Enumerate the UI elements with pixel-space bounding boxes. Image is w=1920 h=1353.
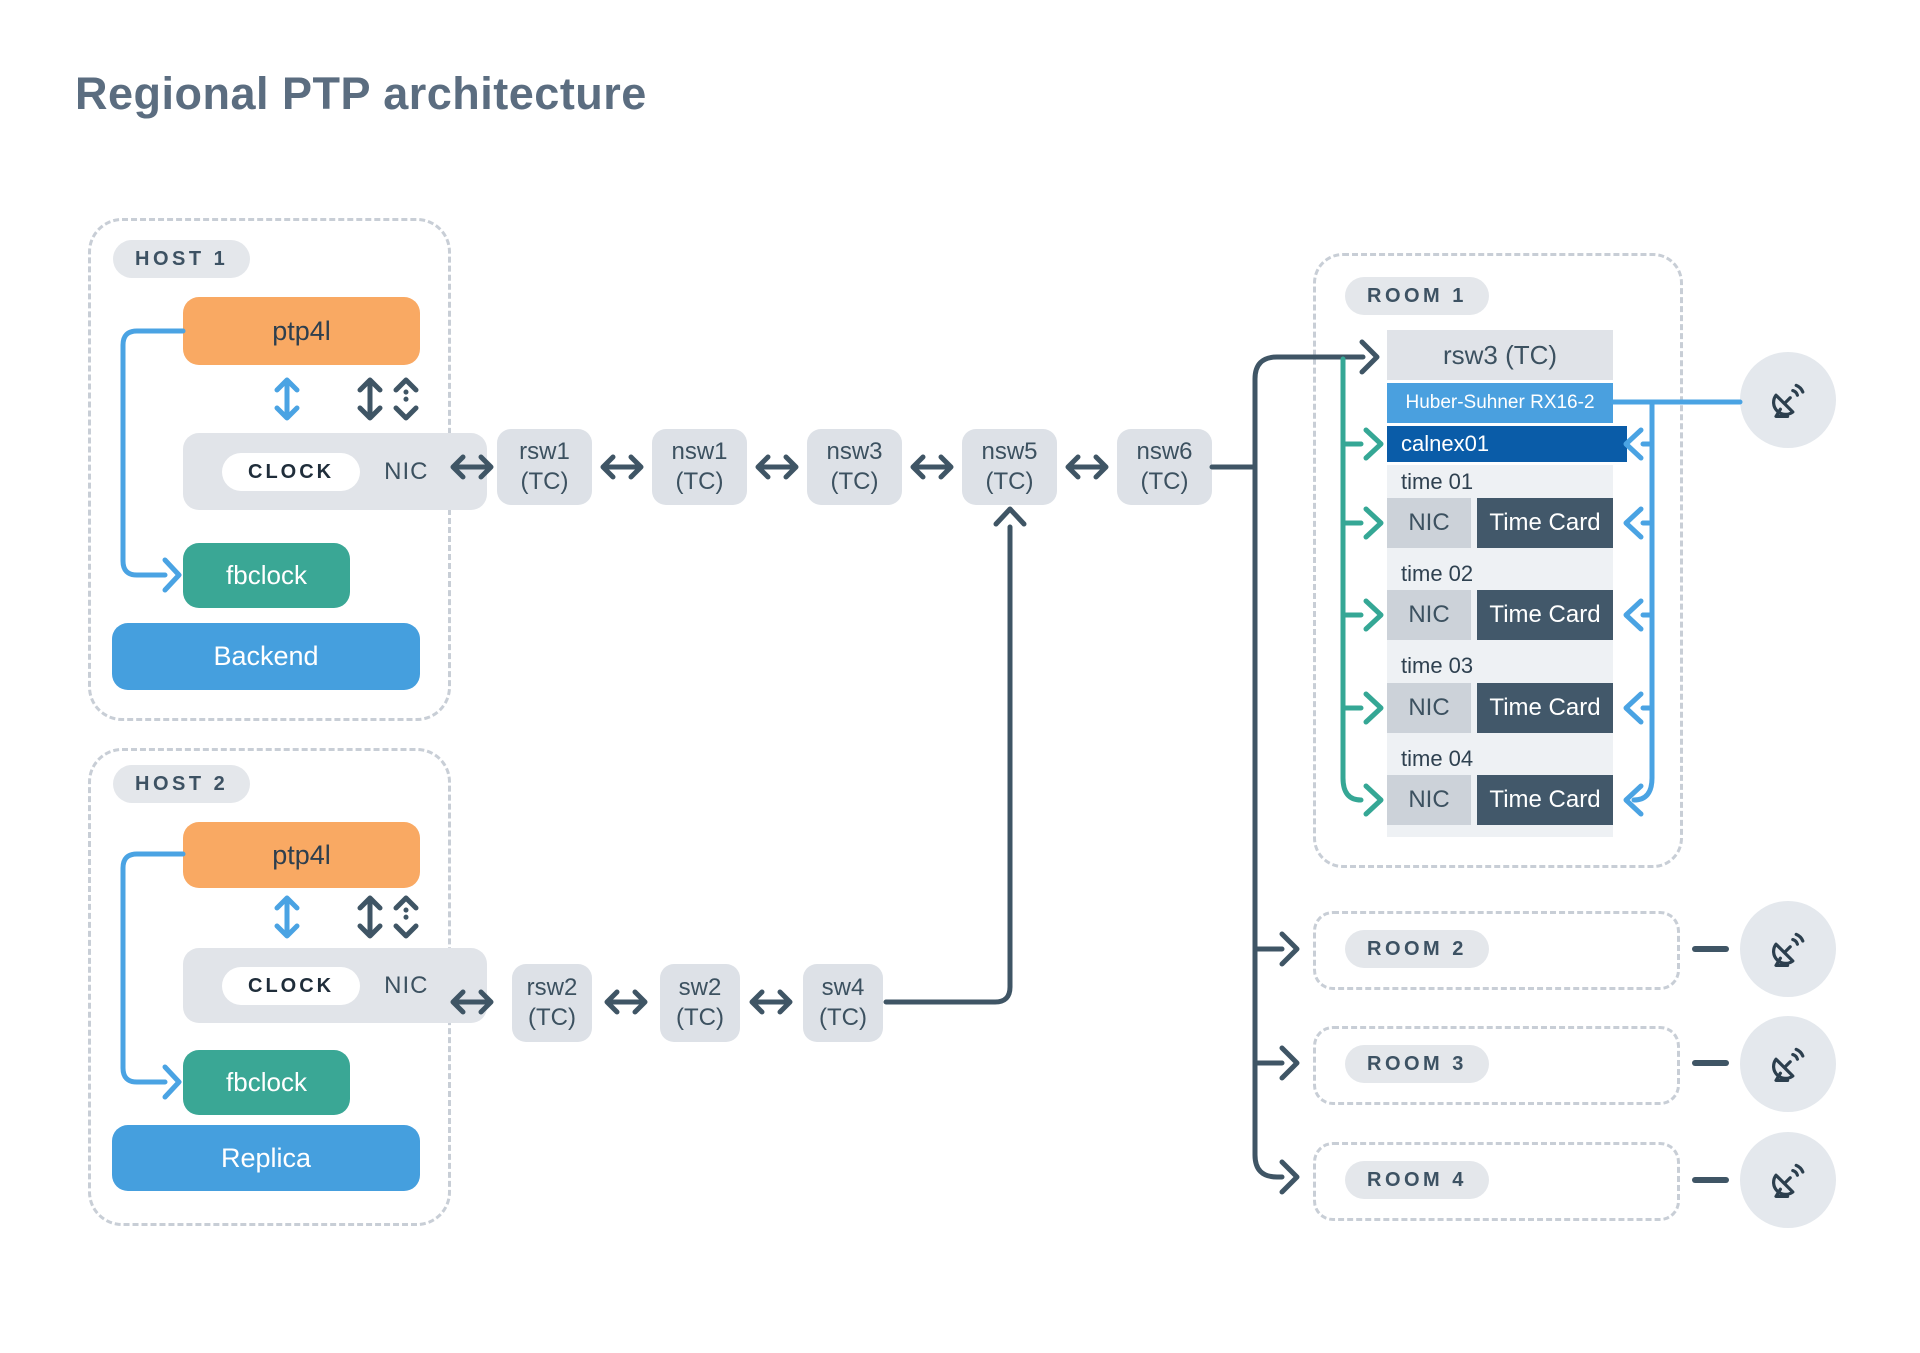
room1-card [1313,253,1683,868]
slot1-label: time 01 [1401,469,1474,494]
satellite-dish-icon [1764,1040,1812,1088]
sw4-to-nsw5-uplink [883,506,1027,1005]
host2-label: HOST 2 [113,765,251,803]
slot3-nic: NIC [1387,683,1471,733]
switch-nsw3: nsw3 (TC) [807,429,902,505]
switch-rsw2-name: rsw2 [526,974,578,1001]
room1-label: ROOM 1 [1345,277,1489,315]
switch-sw2: sw2 (TC) [660,964,740,1042]
room1-calnex-bar: calnex01 [1387,426,1627,462]
slot4-timecard: Time Card [1477,775,1613,825]
slot1-timecard: Time Card [1477,498,1613,548]
link-nsw3-nsw5 [913,457,951,477]
switch-sw2-tc: (TC) [676,1004,724,1031]
host2-replica-box: Replica [112,1125,420,1191]
switch-nsw3-name: nsw3 [826,438,883,465]
host1-nic-label: NIC [384,457,429,485]
host1-label: HOST 1 [113,240,251,278]
switch-nsw5: nsw5 (TC) [962,429,1057,505]
host2-ptp4l-box: ptp4l [183,822,420,888]
switch-rsw1: rsw1 (TC) [497,429,592,505]
switch-rsw2-tc: (TC) [528,1004,576,1031]
room4-label-pill: ROOM 4 [1345,1161,1489,1199]
host1-label-pill: HOST 1 [113,240,251,278]
page-title: Regional PTP architecture [75,68,647,119]
switch-nsw6-name: nsw6 [1136,438,1193,465]
trunk-line [1252,464,1300,1195]
host2-nic-label: NIC [384,971,429,999]
room2-gnss-antenna [1740,901,1836,997]
switch-nsw1-name: nsw1 [671,438,728,465]
switch-nsw6-tc: (TC) [1140,468,1189,495]
switch-nsw1-tc: (TC) [675,468,724,495]
host2-clock-nic-box: CLOCK NIC [183,948,487,1023]
slot2-timecard: Time Card [1477,590,1613,640]
room4-card [1313,1142,1680,1221]
host2-clock-badge: CLOCK [222,966,361,1005]
room2-label: ROOM 2 [1345,930,1489,968]
room3-label: ROOM 3 [1345,1045,1489,1083]
trunk-to-room2 [1252,931,1300,967]
host2-fbclock-box: fbclock [183,1050,350,1115]
switch-rsw1-name: rsw1 [519,438,570,465]
room1-gnss-antenna [1740,352,1836,448]
host1-fbclock-box: fbclock [183,543,350,608]
slot2-nic: NIC [1387,590,1471,640]
room4-label: ROOM 4 [1345,1161,1489,1199]
trunk-to-room3 [1252,1045,1300,1081]
slot4-label: time 04 [1401,746,1474,771]
room3-label-pill: ROOM 3 [1345,1045,1489,1083]
host1-clock-badge: CLOCK [222,452,361,491]
slot4-nic: NIC [1387,775,1471,825]
satellite-dish-icon [1764,376,1812,424]
slot1-nic: NIC [1387,498,1471,548]
room3-gnss-antenna [1740,1016,1836,1112]
host2-label-pill: HOST 2 [113,765,251,803]
slot2-label: time 02 [1401,561,1474,586]
satellite-dish-icon [1764,1156,1812,1204]
switch-nsw5-name: nsw5 [981,438,1038,465]
link-nsw1-nsw3 [758,457,796,477]
host1-clock-nic-box: CLOCK NIC [183,433,487,510]
room1-distribution-bar: Huber-Suhner RX16-2 [1387,383,1613,423]
slot3-timecard: Time Card [1477,683,1613,733]
link-rsw2-sw2 [607,992,645,1012]
switch-rsw1-tc: (TC) [520,468,569,495]
room2-label-pill: ROOM 2 [1345,930,1489,968]
switch-sw4-name: sw4 [821,974,865,1001]
room1-label-pill: ROOM 1 [1345,277,1489,315]
room4-gnss-antenna [1740,1132,1836,1228]
host1-ptp4l-box: ptp4l [183,297,420,365]
link-nsw5-nsw6 [1068,457,1106,477]
switch-sw4: sw4 (TC) [803,964,883,1042]
switch-rsw2: rsw2 (TC) [512,964,592,1042]
switch-nsw1: nsw1 (TC) [652,429,747,505]
slot3-label: time 03 [1401,653,1474,678]
satellite-dish-icon [1764,925,1812,973]
room1-rsw3-header: rsw3 (TC) [1387,330,1613,380]
switch-nsw5-tc: (TC) [985,468,1034,495]
switch-nsw3-tc: (TC) [830,468,879,495]
link-rsw1-nsw1 [603,457,641,477]
switch-sw2-name: sw2 [678,974,722,1001]
switch-sw4-tc: (TC) [819,1004,867,1031]
switch-nsw6: nsw6 (TC) [1117,429,1212,505]
host1-backend-box: Backend [112,623,420,690]
link-sw2-sw4 [752,992,790,1012]
